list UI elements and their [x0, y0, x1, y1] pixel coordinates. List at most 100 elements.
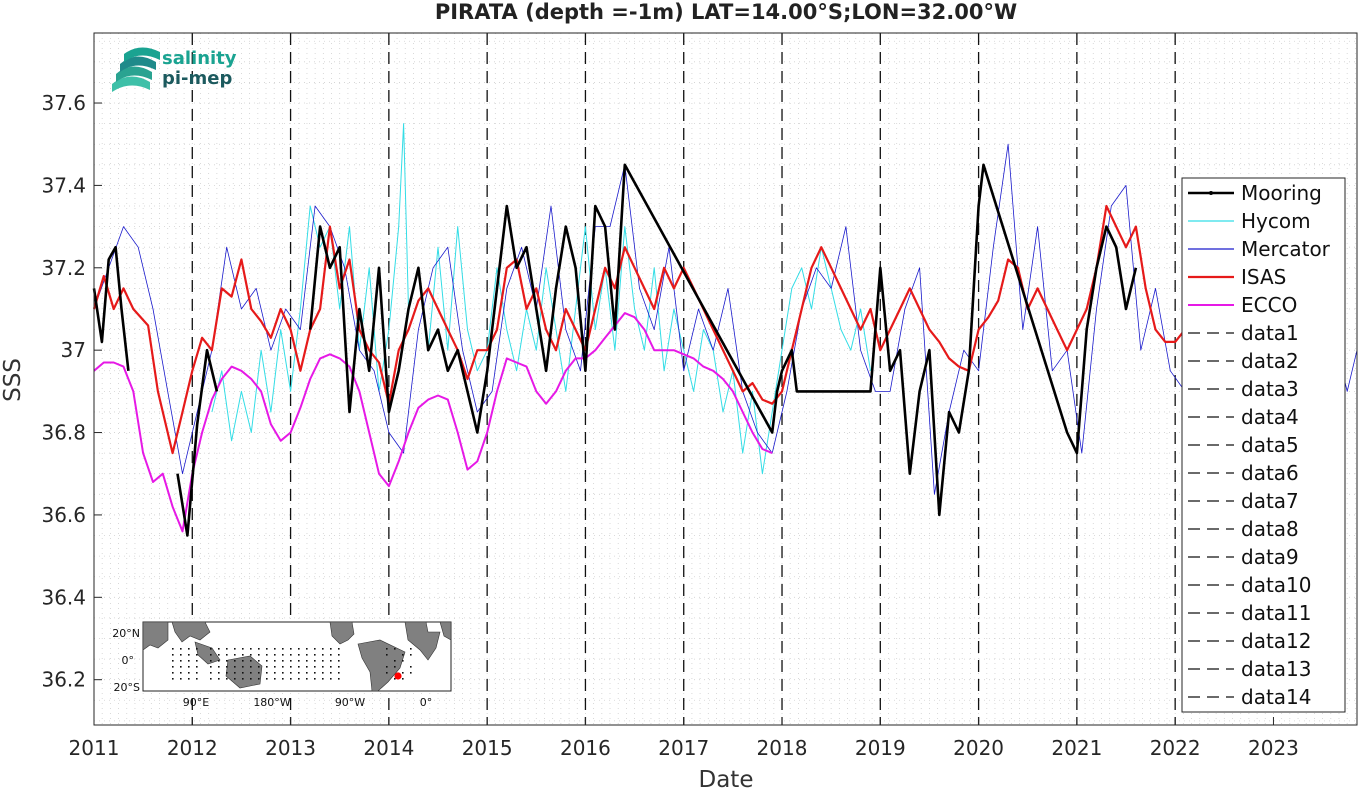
map-dot: [258, 654, 260, 656]
map-dot: [250, 672, 252, 674]
map-dot: [266, 666, 268, 668]
map-dot: [314, 666, 316, 668]
map-dot: [180, 654, 182, 656]
map-dot: [330, 654, 332, 656]
x-tick-label: 2017: [658, 736, 709, 760]
map-dot: [188, 648, 190, 650]
map-dot: [298, 648, 300, 650]
map-dot: [266, 660, 268, 662]
map-dot: [402, 660, 404, 662]
map-dot: [180, 648, 182, 650]
map-dot: [188, 678, 190, 680]
map-dot: [298, 654, 300, 656]
map-dot: [250, 654, 252, 656]
legend-label-data1: data1: [1241, 321, 1299, 345]
map-dot: [410, 672, 412, 674]
map-dot: [258, 672, 260, 674]
map-lat-label-20s: 20°S: [114, 681, 140, 694]
map-dot: [274, 648, 276, 650]
map-dot: [196, 648, 198, 650]
map-dot: [410, 654, 412, 656]
map-dot: [338, 654, 340, 656]
map-dot: [250, 666, 252, 668]
map-dot: [172, 654, 174, 656]
map-dot: [218, 648, 220, 650]
x-tick-label: 2023: [1248, 736, 1299, 760]
legend-label-data13: data13: [1241, 657, 1312, 681]
map-dot: [386, 654, 388, 656]
map-dot: [290, 654, 292, 656]
map-dot: [234, 660, 236, 662]
map-dot: [322, 678, 324, 680]
map-dot: [172, 660, 174, 662]
map-dot: [290, 672, 292, 674]
map-dot: [210, 678, 212, 680]
map-dot: [258, 660, 260, 662]
map-dot: [218, 678, 220, 680]
map-dot: [180, 660, 182, 662]
map-dot: [338, 672, 340, 674]
inset-location-map: 20°N 0° 20°S 90°E 180°W 90°W 0°: [112, 621, 452, 709]
map-landmasses: [142, 621, 452, 692]
map-dot: [250, 678, 252, 680]
map-dot: [410, 648, 412, 650]
map-dot: [402, 678, 404, 680]
map-dot: [172, 672, 174, 674]
x-tick-label: 2019: [855, 736, 906, 760]
map-dot: [290, 660, 292, 662]
map-dot: [234, 648, 236, 650]
x-tick-label: 2016: [560, 736, 611, 760]
legend-label-data2: data2: [1241, 349, 1299, 373]
map-dot: [298, 672, 300, 674]
x-tick-label: 2015: [462, 736, 513, 760]
map-dot: [180, 666, 182, 668]
map-dot: [290, 678, 292, 680]
map-lon-label-180w: 180°W: [253, 696, 290, 709]
map-dot: [242, 654, 244, 656]
legend-label-data5: data5: [1241, 433, 1299, 457]
map-dot: [242, 672, 244, 674]
map-dot: [298, 678, 300, 680]
legend-label-data9: data9: [1241, 545, 1299, 569]
plot-frame: [93, 32, 1358, 726]
logo-salinity-text: salinity: [162, 48, 237, 69]
legend-label-data14: data14: [1241, 685, 1312, 709]
map-dot: [266, 672, 268, 674]
y-tick-label: 36.6: [41, 503, 86, 527]
map-lon-label-90e: 90°E: [183, 696, 209, 709]
station-location-marker: [394, 672, 402, 680]
map-dot: [210, 660, 212, 662]
map-dot: [218, 654, 220, 656]
series-lines: [92, 123, 1358, 537]
series-line-ecco: [93, 312, 773, 533]
map-dot: [314, 678, 316, 680]
x-tick-label: 2020: [953, 736, 1004, 760]
map-dot: [410, 666, 412, 668]
map-dot: [282, 666, 284, 668]
map-dot: [242, 648, 244, 650]
map-dot: [180, 672, 182, 674]
legend-label-ecco: ECCO: [1241, 293, 1297, 317]
map-dot: [226, 666, 228, 668]
series-line-isas: [92, 204, 1186, 455]
map-dot: [258, 666, 260, 668]
legend-label-data4: data4: [1241, 405, 1299, 429]
x-tick-label: 2011: [69, 736, 120, 760]
map-dot: [338, 648, 340, 650]
map-dot: [306, 678, 308, 680]
x-tick-label: 2018: [757, 736, 808, 760]
legend-label-mercator: Mercator: [1241, 237, 1331, 261]
map-dot: [322, 672, 324, 674]
logo-pimep-text: pi-mep: [162, 68, 232, 89]
map-dot: [188, 654, 190, 656]
map-dot: [258, 648, 260, 650]
map-dot: [306, 660, 308, 662]
map-lon-label-90w: 90°W: [335, 696, 365, 709]
map-dot: [234, 666, 236, 668]
map-dot: [330, 678, 332, 680]
x-tick-label: 2012: [167, 736, 218, 760]
map-dot: [282, 648, 284, 650]
map-dot: [274, 666, 276, 668]
map-dot: [226, 648, 228, 650]
